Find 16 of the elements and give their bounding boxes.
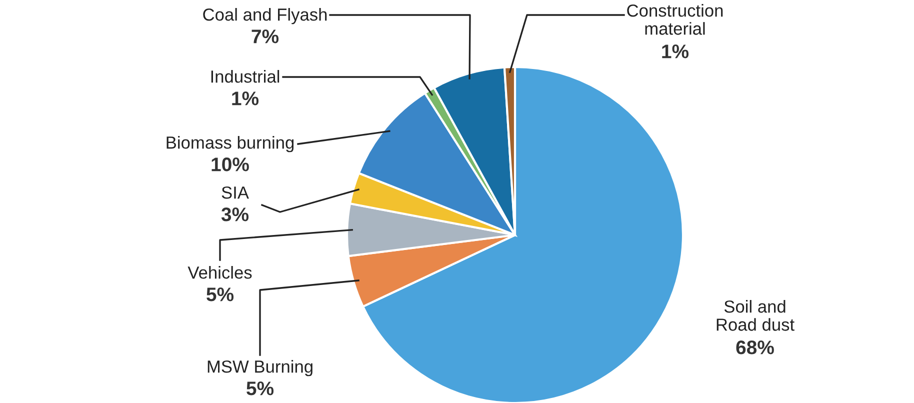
- data-label: 1%: [662, 44, 689, 58]
- slice-label: SIA: [222, 186, 249, 199]
- slice-label: Vehicles: [188, 266, 252, 279]
- data-label: 5%: [246, 382, 274, 396]
- slice-label: Biomass burning: [166, 136, 294, 152]
- data-label: 7%: [252, 30, 279, 44]
- data-label: 5%: [206, 288, 234, 302]
- slice-label: Soil and Road dust: [716, 300, 794, 331]
- slice-label: Coal and Flyash: [203, 8, 327, 24]
- slice-label: MSW Burning: [208, 360, 312, 376]
- data-label: 68%: [736, 340, 774, 354]
- data-label: 10%: [212, 158, 249, 172]
- slice-label: Construction material: [627, 4, 723, 35]
- data-label: 1%: [232, 92, 259, 106]
- data-label: 3%: [221, 208, 249, 222]
- slice-label: Industrial: [211, 70, 280, 83]
